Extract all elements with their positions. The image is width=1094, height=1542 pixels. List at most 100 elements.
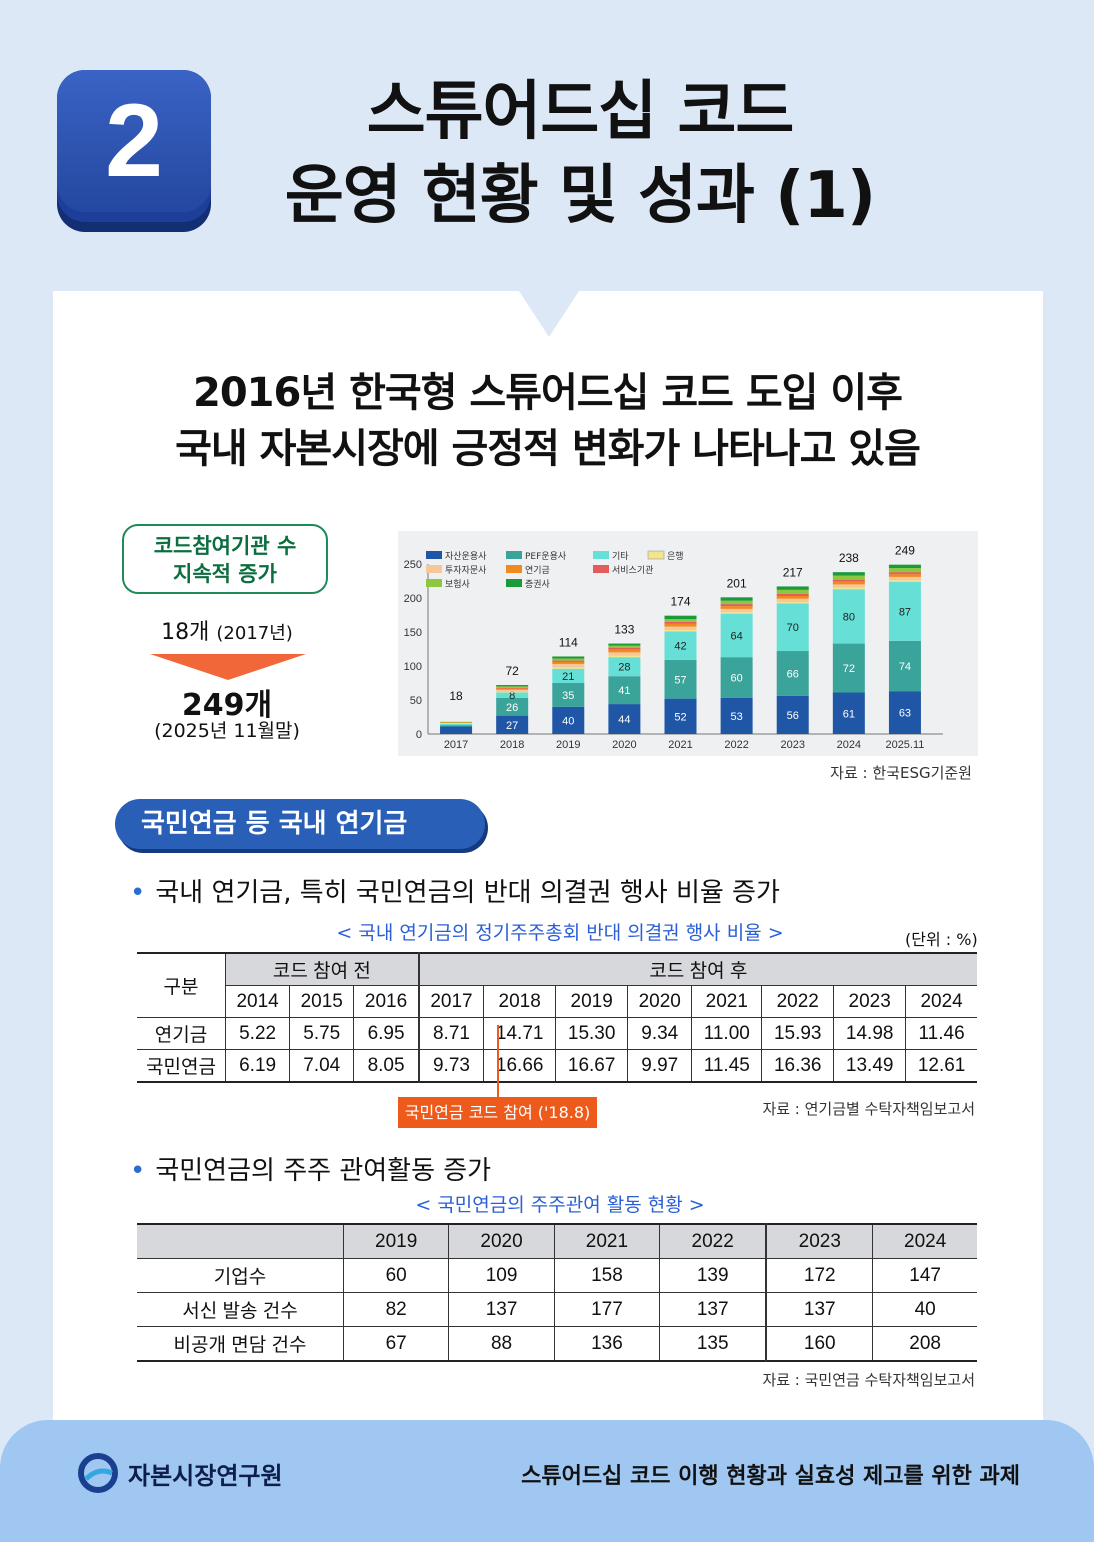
report-title: 스튜어드십 코드 이행 현황과 실효성 제고를 위한 과제 xyxy=(521,1464,1020,1489)
bar-segment xyxy=(496,685,529,687)
x-tick-label: 2023 xyxy=(780,739,804,751)
bar-segment xyxy=(888,581,921,641)
table1-year: 2016 xyxy=(353,985,420,1018)
table1-cell: 11.46 xyxy=(905,1017,977,1050)
bar-segment xyxy=(888,576,921,581)
bar-segment-label: 66 xyxy=(787,668,799,680)
table1-cell: 15.30 xyxy=(555,1017,629,1050)
stacked-bar-chart: 0 50 100 150 200 250 18 2017 27 268 72 2018 40 35 21 11… xyxy=(404,544,943,751)
bar-segment-label: 72 xyxy=(843,663,855,675)
table1-cell: 5.75 xyxy=(289,1017,355,1050)
legend-swatch xyxy=(593,551,609,559)
bar-segment xyxy=(552,661,585,664)
bar-segment-label: 40 xyxy=(562,715,574,727)
bar-segment xyxy=(664,626,697,630)
section-number-badge: 2 xyxy=(57,70,211,222)
table1: 구분 코드 참여 전 코드 참여 후 2014 2015 2016 2017 2… xyxy=(137,952,977,1083)
bar-segment xyxy=(608,704,641,734)
kpi-from-value: 18개 xyxy=(161,620,210,645)
bar-segment xyxy=(720,612,753,614)
bar-total-label: 133 xyxy=(614,623,634,637)
bar-segment xyxy=(888,572,921,575)
bar-segment xyxy=(552,663,585,668)
table1-unit: (단위 : %) xyxy=(905,930,978,949)
table2-cell: 137 xyxy=(765,1292,874,1327)
page-title-line2: 운영 현황 및 성과 (1) xyxy=(284,159,876,233)
table1-cell: 8.05 xyxy=(353,1049,420,1083)
x-tick-label: 2021 xyxy=(668,739,692,751)
bar-segment xyxy=(608,676,641,705)
bar-segment xyxy=(776,603,809,652)
bar-segment xyxy=(720,604,753,607)
table1-cell: 16.66 xyxy=(483,1049,557,1083)
kcmi-logo-icon xyxy=(78,1453,118,1493)
table2-year: 2023 xyxy=(765,1223,874,1259)
bar-total-label: 201 xyxy=(727,576,747,590)
table1-year: 2021 xyxy=(691,985,763,1018)
bar-segment xyxy=(440,723,473,724)
legend-label: 보험사 xyxy=(445,579,471,590)
down-arrow-icon xyxy=(150,654,306,680)
bar-segment xyxy=(720,600,753,605)
bar-segment-label: 53 xyxy=(730,711,742,723)
table1-year: 2024 xyxy=(905,985,977,1018)
section-number: 2 xyxy=(57,70,211,212)
x-tick-label: 2024 xyxy=(837,739,861,751)
table2-cell: 67 xyxy=(342,1326,450,1362)
bar-segment xyxy=(496,692,529,698)
bar-segment xyxy=(664,698,697,734)
bar-segment xyxy=(440,723,473,726)
legend-label: 서비스기관 xyxy=(612,565,653,576)
table1-cell: 15.93 xyxy=(761,1017,835,1050)
bar-segment xyxy=(496,691,529,693)
table1-cell: 13.49 xyxy=(833,1049,907,1083)
bar-segment xyxy=(496,688,529,690)
bar-segment xyxy=(720,613,753,658)
bullet-dot-icon: • xyxy=(130,878,146,908)
legend-swatch xyxy=(506,551,522,559)
bar-segment xyxy=(832,575,865,580)
legend-swatch xyxy=(647,550,665,560)
bar-segment xyxy=(888,568,921,573)
bar-segment-label: 26 xyxy=(506,702,518,714)
bar-total-label: 18 xyxy=(449,689,463,703)
table1-cell: 11.00 xyxy=(691,1017,763,1050)
table2-cell: 137 xyxy=(448,1292,555,1327)
bar-segment xyxy=(496,687,529,689)
bar-segment xyxy=(888,640,921,692)
legend-label: 증권사 xyxy=(525,578,551,590)
bar-segment xyxy=(496,689,529,692)
bar-total-label: 174 xyxy=(670,595,690,609)
headline-line2: 국내 자본시장에 긍정적 변화가 나타나고 있음 xyxy=(175,426,921,472)
table1-cell: 11.45 xyxy=(691,1049,763,1083)
x-tick-label: 2020 xyxy=(612,739,636,751)
legend-swatch xyxy=(506,565,522,573)
table-row: 서신 발송 건수 82 137 177 137 137 40 xyxy=(137,1292,977,1327)
bar-segment xyxy=(552,667,585,669)
bar-segment xyxy=(552,658,585,661)
bar-segment xyxy=(832,572,865,576)
table2-cell: 82 xyxy=(342,1292,450,1327)
legend-swatch xyxy=(426,551,442,559)
table1-year: 2020 xyxy=(627,985,693,1018)
bullet-2: • 국민연금의 주주 관여활동 증가 xyxy=(130,1150,491,1187)
bar-total-label: 249 xyxy=(895,544,915,558)
bar-segment xyxy=(496,686,529,688)
table1-cell: 8.71 xyxy=(417,1017,485,1050)
table2-year: 2021 xyxy=(553,1223,661,1259)
bar-segment xyxy=(552,656,585,659)
table1-year: 2018 xyxy=(483,985,557,1018)
table1-cell: 6.95 xyxy=(353,1017,420,1050)
x-tick-label: 2022 xyxy=(724,739,748,751)
table1-cell: 14.98 xyxy=(833,1017,907,1050)
bar-segment xyxy=(608,647,641,650)
bar-segment-label: 80 xyxy=(843,611,855,623)
bar-segment xyxy=(776,595,809,599)
bar-segment xyxy=(888,574,921,577)
table1-group-after: 코드 참여 후 xyxy=(417,952,977,986)
bar-segment xyxy=(720,608,753,613)
kpi-box-line1: 코드참여기관 수 xyxy=(153,534,297,558)
table2-cell: 136 xyxy=(553,1326,661,1362)
bar-segment xyxy=(776,589,809,594)
table1-cell: 16.36 xyxy=(761,1049,835,1083)
